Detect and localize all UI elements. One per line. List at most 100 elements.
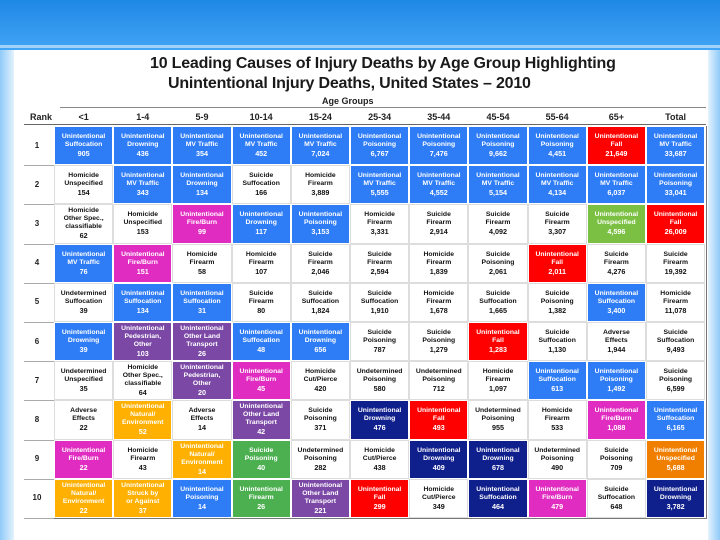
cell-death-count: 613 [551, 384, 564, 394]
cell-death-count: 134 [136, 305, 149, 315]
cell-cause-line: Environment [62, 497, 105, 505]
cell-death-count: 5,154 [488, 188, 507, 198]
cell-cause-line: Transport [186, 341, 218, 349]
cell-cause-line: Suicide [663, 329, 688, 337]
cell-cause-line: Unintentional [357, 133, 402, 141]
cell-death-count: 3,153 [311, 227, 330, 237]
cell-cause-line: Unintentional [594, 407, 639, 415]
cell-death-count: 1,492 [607, 384, 626, 394]
cell-cause-line: MV Traffic [363, 180, 396, 188]
table-cell: Undetermined Poisoning 490 [527, 439, 587, 479]
table-cell: Undetermined Poisoning 580 [350, 361, 410, 401]
cell-cause-line: Suffocation [64, 297, 103, 305]
table-cell: Unintentional Drowning 678 [468, 439, 528, 479]
cell-cause-line: Fire/Burn [246, 376, 277, 384]
cell-cause-line: Unintentional [357, 172, 402, 180]
cell-cause-line: Other Spec., [122, 372, 163, 380]
table-cell: Suicide Poisoning 787 [350, 322, 410, 362]
rank-number: 6 [34, 336, 40, 346]
cell-cause-line: Unintentional [239, 368, 283, 376]
cell-cause-line: Fire/Burn [127, 258, 158, 266]
table-cell: Homicide Other Spec., classifiable 62 [54, 204, 114, 244]
cell-cause-line: Suicide [604, 485, 629, 493]
cell-cause-line: Firearm [544, 219, 570, 227]
table-cell: Unintentional MV Traffic 6,037 [586, 165, 646, 205]
rank-divider [24, 243, 54, 245]
cell-cause-line: Unintentional [61, 481, 106, 489]
cell-cause-line: Pedestrian, [124, 333, 162, 341]
table-cell: Unintentional MV Traffic 5,555 [350, 165, 410, 205]
cell-cause-line: Unintentional [476, 172, 520, 180]
cell-death-count: 80 [257, 305, 266, 315]
cell-death-count: 14 [197, 423, 206, 433]
cell-cause-line: Undetermined [60, 289, 107, 297]
table-cell: Unintentional Pedestrian, Other 103 [113, 322, 173, 362]
table-cell: Unintentional Firearm 26 [231, 478, 291, 518]
column-header-10: Total [665, 112, 687, 122]
cell-cause-line: Suicide [249, 446, 274, 454]
column-header-8: 55-64 [545, 112, 569, 122]
cell-cause-line: Poisoning [481, 141, 515, 149]
cell-cause-line: Poisoning [540, 141, 574, 149]
rank-number: 9 [34, 454, 40, 464]
cell-cause-line: Unintentional [298, 329, 343, 337]
cell-cause-line: Suicide [485, 289, 511, 297]
cell-cause-line: Unintentional [298, 133, 343, 141]
table-cell: Suicide Firearm 2,594 [350, 243, 410, 283]
cell-cause-line: MV Traffic [126, 180, 160, 188]
table-cell: Homicide Unspecified 154 [54, 165, 114, 205]
cell-death-count: 4,552 [429, 188, 448, 198]
cell-death-count: 4,451 [548, 149, 567, 159]
cell-cause-line: Unintentional [180, 133, 224, 141]
cell-cause-line: Suicide [308, 407, 333, 415]
table-cell: Suicide Poisoning 6,599 [646, 361, 706, 401]
cell-cause-line: MV Traffic [67, 258, 100, 266]
table-cell: Unintentional Natural/Environment 22 [54, 478, 114, 518]
table-cell: Suicide Suffocation 9,493 [646, 322, 706, 362]
table-cell: Unintentional Suffocation 905 [54, 126, 114, 166]
cell-cause-line: MV Traffic [422, 180, 456, 188]
cell-cause-line: Poisoning [363, 141, 397, 149]
cell-death-count: 709 [610, 462, 623, 472]
table-cell: Unintentional MV Traffic 343 [113, 165, 173, 205]
cell-death-count: 1,824 [311, 305, 330, 315]
cell-cause-line: Poisoning [422, 337, 456, 345]
table-cell: Unintentional Suffocation 3,400 [586, 282, 646, 322]
cell-cause-line: Unintentional [594, 289, 639, 297]
cell-death-count: 117 [255, 227, 267, 237]
cell-cause-line: Unintentional [535, 250, 579, 258]
cell-cause-line: Unspecified [656, 454, 695, 462]
cell-cause-line: Poisoning [363, 337, 397, 345]
column-header-4: 15-24 [308, 112, 332, 122]
cell-death-count: 354 [195, 149, 208, 159]
table-cell: Homicide Firearm 1,097 [468, 361, 528, 401]
cell-cause-line: Unintentional [417, 133, 461, 141]
rank-divider [24, 361, 54, 363]
table-cell: Homicide Cut/Pierce 349 [409, 478, 469, 518]
cell-death-count: 678 [491, 462, 504, 472]
rank-number: 7 [34, 375, 40, 385]
cell-cause-line: Unintentional [121, 325, 165, 333]
column-header-0: <1 [78, 112, 89, 122]
table-cell: Unintentional Unspecified 4,596 [586, 204, 646, 244]
table-cell: Suicide Suffocation 1,665 [468, 282, 528, 322]
cell-death-count: 1,130 [548, 345, 567, 355]
cell-cause-line: Unintentional [653, 211, 698, 219]
cell-cause-line: MV Traffic [659, 141, 692, 149]
cell-cause-line: Unintentional [121, 250, 165, 258]
cell-cause-line: Unintentional [121, 172, 165, 180]
cell-cause-line: Suffocation [597, 297, 636, 305]
cell-death-count: 39 [79, 345, 88, 355]
cell-death-count: 2,914 [429, 227, 448, 237]
cell-cause-line: Drowning [363, 415, 396, 423]
table-cell: Homicide Firearm 58 [172, 243, 232, 283]
cell-death-count: 476 [373, 423, 386, 433]
slide-header-bar [0, 0, 720, 50]
table-cell: Unintentional Fall 21,649 [586, 126, 646, 166]
cell-cause-line: Suffocation [242, 180, 280, 188]
table-cell: Suicide Poisoning 2,061 [468, 243, 528, 283]
cell-cause-line: Firearm [485, 219, 511, 227]
rank-divider [24, 400, 54, 402]
cell-death-count: 14 [197, 501, 206, 511]
age-groups-rule [60, 107, 706, 108]
